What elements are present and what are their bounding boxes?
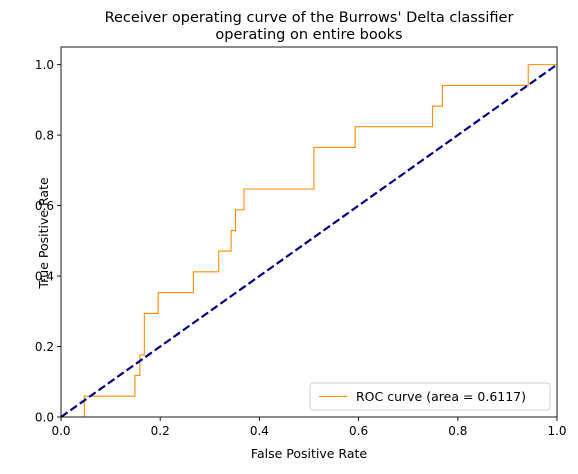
roc-curve-line [61,64,557,417]
y-tick-label: 1.0 [35,58,54,72]
y-tick-label: 0.8 [35,129,54,143]
x-tick-label: 0.2 [151,424,170,438]
y-axis-label: True Positive Rate [36,177,51,290]
chart-title-line: Receiver operating curve of the Burrows'… [105,10,514,26]
legend-entry-label: ROC curve (area = 0.6117) [356,389,526,404]
series-group [61,63,557,417]
x-axis-ticks: 0.0 0.2 0.4 0.6 0.8 1.0 [51,417,567,438]
chart-title: Receiver operating curve of the Burrows'… [105,10,514,43]
diagonal-reference-line [61,63,557,417]
chart-title-line: operating on entire books [215,27,402,43]
y-tick-label: 0.2 [35,340,54,354]
y-tick-label: 0.6 [35,199,54,213]
x-tick-label: 0.0 [51,424,70,438]
y-tick-label: 0.4 [35,270,54,284]
x-tick-label: 0.6 [349,424,368,438]
y-axis-ticks: 0.0 0.2 0.4 0.6 0.8 1.0 [35,58,61,425]
x-tick-label: 0.8 [448,424,467,438]
legend: ROC curve (area = 0.6117) [309,382,551,411]
x-tick-label: 0.4 [250,424,269,438]
x-tick-label: 1.0 [547,424,566,438]
plot-border [60,46,558,418]
y-tick-label: 0.0 [35,411,54,425]
legend-box [309,382,551,411]
axes-frame [60,46,558,418]
x-axis-label: False Positive Rate [251,446,367,461]
